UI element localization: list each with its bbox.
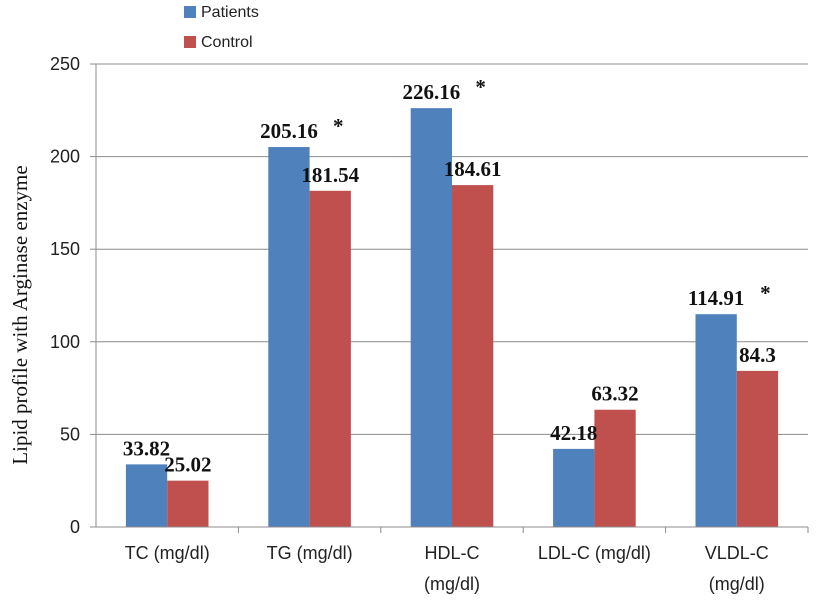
- significance-marker: *: [333, 114, 344, 138]
- x-tick-label: (mg/dl): [424, 574, 480, 594]
- data-label: 25.02: [164, 453, 211, 477]
- bar-patients: [553, 448, 595, 527]
- x-tick-label: LDL-C (mg/dl): [538, 543, 651, 563]
- x-tick-labels: TC (mg/dl) TG (mg/dl) HDL-C (mg/dl) LDL-C (m…: [125, 543, 769, 594]
- legend: Patients Control: [184, 4, 259, 51]
- x-tick-label: TC (mg/dl): [125, 543, 210, 563]
- y-axis-label: Lipid profile with Arginase enzyme: [8, 165, 32, 464]
- y-tick-label: 250: [50, 54, 80, 74]
- y-tick-label: 0: [70, 517, 80, 537]
- bar-control: [309, 190, 351, 528]
- legend-label: Control: [201, 34, 253, 51]
- bar-control: [736, 370, 779, 527]
- bar-control: [167, 480, 209, 527]
- bar-control: [452, 185, 494, 527]
- bar-patients: [410, 108, 452, 528]
- y-tick-labels: 0 50 100 150 200 250: [50, 54, 80, 537]
- y-tick-label: 200: [50, 147, 80, 167]
- bar-control: [594, 409, 636, 527]
- data-label: 42.18: [550, 421, 597, 445]
- legend-swatch-patients: [184, 6, 196, 18]
- data-label: 33.82: [123, 436, 170, 460]
- legend-label: Patients: [201, 4, 259, 21]
- data-label: 84.3: [739, 343, 776, 367]
- data-label: 226.16: [402, 80, 460, 104]
- data-label: 205.16: [260, 119, 318, 143]
- data-label: 114.91: [688, 286, 745, 310]
- significance-marker: *: [475, 75, 486, 99]
- bar-patients: [268, 147, 310, 527]
- legend-swatch-control: [184, 36, 196, 48]
- data-label: 181.54: [301, 163, 359, 187]
- bar-patients: [695, 314, 737, 527]
- y-tick-label: 150: [50, 239, 80, 259]
- axes: [90, 63, 809, 533]
- x-tick-label: TG (mg/dl): [267, 543, 353, 563]
- bars: [125, 108, 779, 528]
- data-label: 63.32: [591, 382, 638, 406]
- bar-patients: [125, 464, 168, 527]
- x-tick-label: (mg/dl): [709, 574, 765, 594]
- y-tick-label: 50: [60, 424, 80, 444]
- y-tick-label: 100: [50, 332, 80, 352]
- x-tick-label: VLDL-C: [705, 543, 769, 563]
- significance-marker: *: [760, 281, 771, 305]
- x-tick-label: HDL-C: [424, 543, 479, 563]
- data-label: 184.61: [444, 157, 502, 181]
